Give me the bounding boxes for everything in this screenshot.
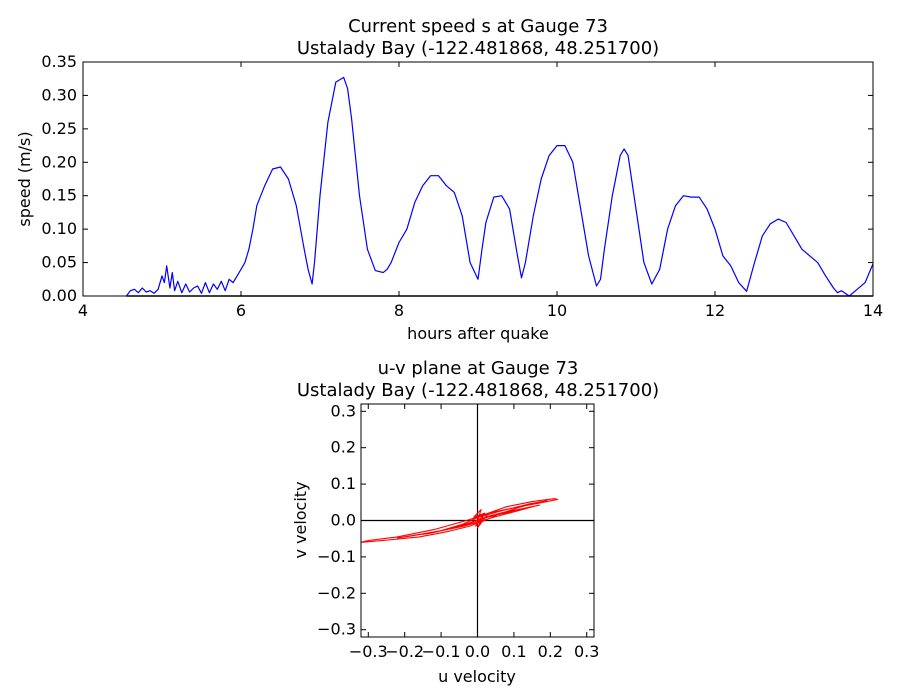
speed-y-tick-label: 0.00 (41, 286, 77, 305)
uv-trajectory-line (360, 498, 559, 543)
speed-y-tick-label: 0.20 (41, 152, 77, 171)
speed-plot-frame (82, 61, 874, 297)
uv-y-tick-label: 0.1 (331, 474, 356, 493)
uv-chart: u-v plane at Gauge 73 Ustalady Bay (-122… (291, 358, 659, 686)
uv-x-axis-label: u velocity (438, 667, 516, 686)
speed-y-tick-label: 0.05 (41, 253, 77, 272)
uv-x-tick-label: 0.2 (538, 642, 563, 661)
uv-x-tick-label: 0.1 (501, 642, 526, 661)
speed-x-axis: 4 6 8 10 12 14 (78, 62, 883, 320)
speed-x-tick-label: 6 (236, 301, 246, 320)
speed-y-axis-label: speed (m/s) (15, 131, 34, 226)
speed-y-tick-label: 0.35 (41, 52, 77, 71)
speed-plot-area (125, 76, 874, 297)
speed-chart-title-line-2: Ustalady Bay (-122.481868, 48.251700) (297, 38, 659, 59)
speed-y-tick-label: 0.25 (41, 119, 77, 138)
speed-chart-title-line-1: Current speed s at Gauge 73 (348, 16, 608, 37)
uv-x-tick-label: 0.3 (574, 642, 599, 661)
uv-plot-area (360, 404, 594, 637)
speed-y-tick-label: 0.10 (41, 219, 77, 238)
speed-series-line (125, 76, 874, 297)
uv-chart-title-line-1: u-v plane at Gauge 73 (378, 358, 579, 379)
uv-chart-title-line-2: Ustalady Bay (-122.481868, 48.251700) (297, 380, 659, 401)
uv-y-axis-label: v velocity (291, 481, 310, 558)
speed-x-tick-label: 12 (705, 301, 725, 320)
uv-y-tick-label: −0.3 (317, 620, 356, 639)
uv-y-tick-label: −0.1 (317, 547, 356, 566)
uv-x-tick-label: 0.0 (465, 642, 490, 661)
speed-x-tick-label: 14 (863, 301, 883, 320)
uv-y-axis: −0.3 −0.2 −0.1 0.0 0.1 0.2 0.3 (317, 401, 594, 639)
speed-x-axis-label: hours after quake (407, 324, 549, 343)
speed-chart: Current speed s at Gauge 73 Ustalady Bay… (15, 16, 883, 343)
uv-y-tick-label: 0.2 (331, 438, 356, 457)
speed-x-tick-label: 10 (547, 301, 567, 320)
uv-x-tick-label: −0.3 (349, 642, 388, 661)
uv-x-tick-label: −0.2 (385, 642, 424, 661)
speed-y-tick-label: 0.15 (41, 186, 77, 205)
speed-x-tick-label: 4 (78, 301, 88, 320)
speed-y-tick-label: 0.30 (41, 85, 77, 104)
speed-y-axis: 0.00 0.05 0.10 0.15 0.20 0.25 0.30 0.35 (41, 52, 873, 305)
uv-x-axis: −0.3−0.2−0.1 0.0 0.1 0.2 0.3 (349, 404, 599, 661)
uv-y-tick-label: 0.0 (331, 511, 356, 530)
uv-x-tick-label: −0.1 (422, 642, 461, 661)
uv-y-tick-label: −0.2 (317, 583, 356, 602)
speed-x-tick-label: 8 (394, 301, 404, 320)
uv-y-tick-label: 0.3 (331, 401, 356, 420)
